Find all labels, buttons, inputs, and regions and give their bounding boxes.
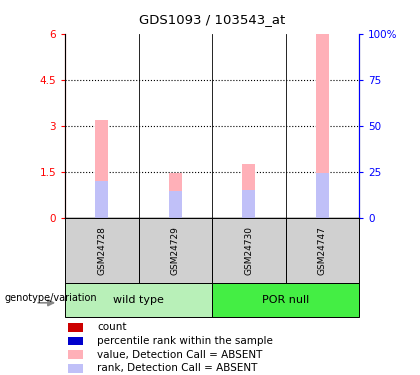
Bar	[242, 164, 255, 218]
Bar	[68, 364, 83, 372]
Text: GDS1093 / 103543_at: GDS1093 / 103543_at	[139, 13, 285, 26]
Bar	[316, 34, 329, 218]
Bar	[169, 192, 182, 217]
Bar	[212, 217, 286, 283]
Text: value, Detection Call = ABSENT: value, Detection Call = ABSENT	[97, 350, 263, 360]
Text: POR null: POR null	[262, 295, 309, 305]
Text: GSM24747: GSM24747	[318, 226, 327, 275]
Text: GSM24730: GSM24730	[244, 226, 253, 275]
Bar	[68, 337, 83, 345]
Bar	[286, 217, 359, 283]
Text: percentile rank within the sample: percentile rank within the sample	[97, 336, 273, 346]
Text: wild type: wild type	[113, 295, 164, 305]
Bar	[95, 181, 108, 218]
Bar	[212, 283, 359, 317]
Bar	[139, 217, 212, 283]
Text: rank, Detection Call = ABSENT: rank, Detection Call = ABSENT	[97, 363, 258, 373]
Text: GSM24728: GSM24728	[97, 226, 106, 275]
Bar	[68, 323, 83, 332]
Text: count: count	[97, 322, 127, 332]
Bar	[68, 350, 83, 359]
Text: GSM24729: GSM24729	[171, 226, 180, 275]
Bar	[242, 190, 255, 217]
Bar	[65, 283, 212, 317]
Bar	[316, 173, 329, 217]
Bar	[95, 120, 108, 218]
Bar	[65, 217, 139, 283]
Bar	[169, 173, 182, 217]
Text: genotype/variation: genotype/variation	[4, 293, 97, 303]
